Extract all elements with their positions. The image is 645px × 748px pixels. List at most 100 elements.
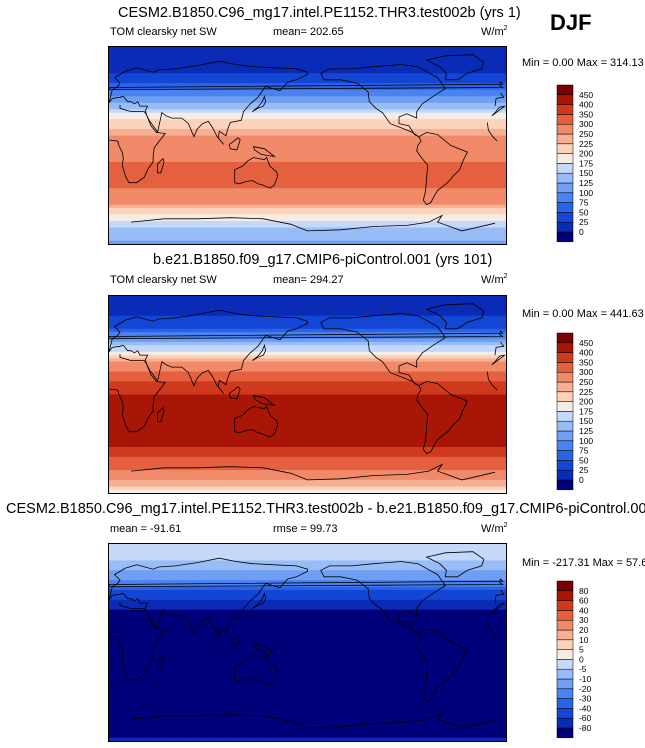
panel-3-zonal-band <box>109 560 506 565</box>
panel-1-units: W/m2 <box>481 25 508 38</box>
panel-1-map <box>108 46 507 245</box>
panel-3-zonal-band <box>109 547 506 552</box>
panel-3-zonal-band <box>109 619 506 624</box>
panel-2-mean: mean= 294.27 <box>273 274 344 286</box>
panel-1-zonal-band <box>109 152 506 156</box>
panel-3-zonal-band <box>109 612 506 617</box>
panel-1-zonal-band <box>109 207 506 212</box>
panel-3-colorbar-label: -80 <box>579 723 592 733</box>
panel-1-zonal-band <box>109 96 506 101</box>
panel-1-zonal-band <box>109 109 506 114</box>
panel-1-colorbar-box <box>556 163 574 174</box>
panel-3-coastline-madagascar <box>157 654 165 671</box>
panel-2-colorbar-label: 350 <box>579 357 593 367</box>
panel-2-zonal-band <box>109 443 506 448</box>
panel-1-zonal-band <box>109 165 506 170</box>
panel-3-zonal-band <box>109 662 506 667</box>
panel-2-colorbar-label: 175 <box>579 406 593 416</box>
panel-3-zonal-band <box>109 593 506 598</box>
panel-3-zonal-band <box>109 576 506 581</box>
panel-2-zonal-band <box>109 437 506 442</box>
panel-1-zonal-band <box>109 135 506 140</box>
panel-3-coastline-africa <box>109 602 506 681</box>
panel-1-map-svg <box>109 47 506 244</box>
panel-2-colorbar-box <box>556 391 574 402</box>
panel-1-zonal-band <box>109 66 506 71</box>
panel-1-coastline-antarctica <box>131 214 496 232</box>
panel-2-map <box>108 295 507 494</box>
panel-2-coastline-madagascar <box>157 406 165 423</box>
panel-1-colorbar-box <box>556 114 574 125</box>
panel-2-coastline-south-america <box>416 380 468 455</box>
panel-1-title: CESM2.B1850.C96_mg17.intel.PE1152.THR3.t… <box>118 5 521 21</box>
panel-2-zonal-band <box>109 312 506 317</box>
panel-3-zonal-band <box>109 701 506 706</box>
panel-2-coastline-new-guinea <box>252 395 276 406</box>
panel-3-zonal-band <box>109 557 506 562</box>
panel-3-colorbar-label: 20 <box>579 625 589 635</box>
panel-2-colorbar-label: 250 <box>579 377 593 387</box>
panel-1-zonal-band <box>109 155 506 160</box>
panel-1-zonal-band <box>109 227 506 232</box>
panel-3-zonal-band <box>109 573 506 578</box>
panel-1-zonal-band <box>109 194 506 199</box>
panel-3-zonal-band <box>109 580 506 584</box>
panel-2-colorbar-box <box>556 460 574 471</box>
panel-3-zonal-band <box>109 570 506 575</box>
panel-1-zonal-band <box>109 168 506 173</box>
panel-3-colorbar-label: -5 <box>579 664 587 674</box>
panel-2-coastline-greenland <box>425 303 485 330</box>
panel-1-colorbar-label: 350 <box>579 109 593 119</box>
panel-1-zonal-band <box>109 125 506 130</box>
panel-3-colorbar-box <box>556 708 574 719</box>
panel-2-coastline-eurasia <box>109 309 505 394</box>
panel-1-zonal-band <box>109 214 506 219</box>
panel-3-units: W/m2 <box>481 522 508 535</box>
panel-1-zonal-band <box>109 50 506 55</box>
panel-3-zonal-band <box>109 544 506 548</box>
panel-3-coastline-japan <box>252 591 267 609</box>
panel-1-zonal-band <box>109 234 506 239</box>
panel-1-zonal-band <box>109 102 506 107</box>
panel-1-zonal-band <box>109 83 506 87</box>
panel-3-zonal-band <box>109 675 506 680</box>
panel-3-zonal-band <box>109 704 506 709</box>
panel-3-zonal-band <box>109 649 506 653</box>
panel-1-zonal-band <box>109 138 506 143</box>
panel-2-colorbar-box <box>556 381 574 393</box>
panel-3-colorbar-label: -20 <box>579 684 592 694</box>
panel-1-colorbar-label: 200 <box>579 149 593 159</box>
panel-3-colorbar-box <box>556 668 574 680</box>
panel-1-zonal-band <box>109 224 506 229</box>
panel-2-colorbar-label: 100 <box>579 436 593 446</box>
panel-2-coastline-africa <box>109 354 506 433</box>
panel-1-colorbar-box <box>556 133 574 145</box>
panel-3-colorbar-label: -30 <box>579 694 592 704</box>
panel-2-colorbar-box <box>556 440 574 451</box>
panel-1-colorbar-box <box>556 172 574 184</box>
panel-3-zonal-band <box>109 629 506 634</box>
panel-1-coastline-uk <box>109 81 505 91</box>
panel-1-colorbar-label: 450 <box>579 90 593 100</box>
panel-2-zonal-band <box>109 378 506 382</box>
panel-2-colorbar-box <box>556 371 574 383</box>
panel-3-zonal-band <box>109 731 506 736</box>
panel-3-zonal-band <box>109 695 506 699</box>
panel-3-colorbar-box <box>556 678 574 690</box>
panel-3-zonal-band <box>109 658 506 663</box>
panel-3-zonal-band <box>109 724 506 729</box>
panel-2-zonal-band <box>109 447 506 451</box>
panel-1-zonal-band <box>109 240 506 244</box>
panel-1-zonal-band <box>109 211 506 216</box>
panel-1-colorbar-label: 50 <box>579 207 589 217</box>
panel-2-zonal-band <box>109 489 506 493</box>
panel-1-zonal-band <box>109 106 506 110</box>
panel-2-zonal-band <box>109 453 506 458</box>
panel-1-zonal-band <box>109 201 506 206</box>
panel-2-zonal-band <box>109 381 506 386</box>
panel-3-colorbar-label: 10 <box>579 635 589 645</box>
panel-2-colorbar-box <box>556 401 574 412</box>
panel-2-zonal-band <box>109 348 506 353</box>
